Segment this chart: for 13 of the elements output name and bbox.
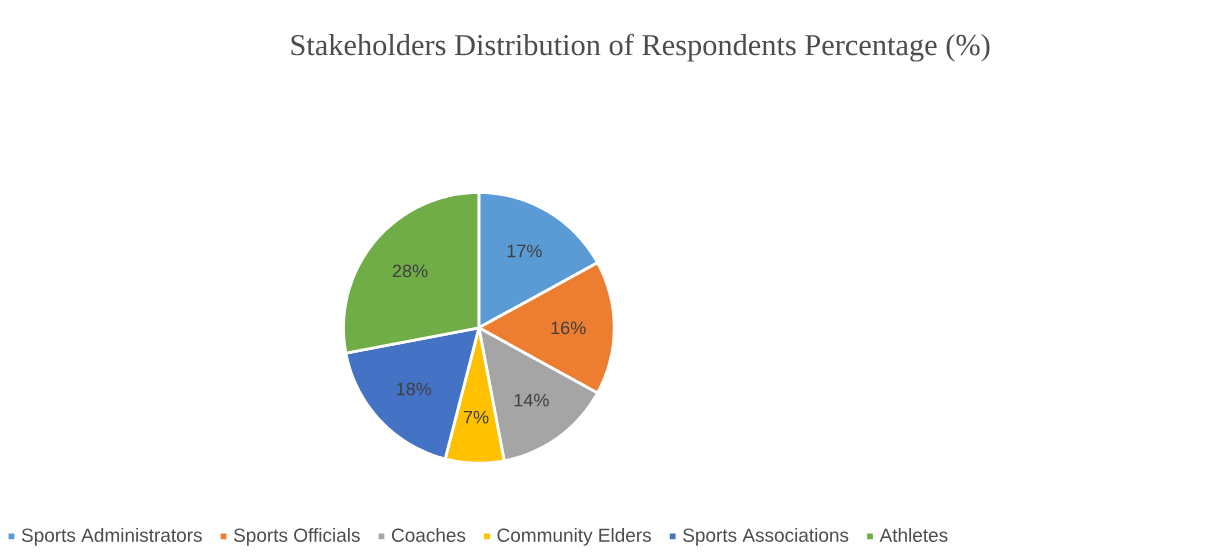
legend-label: Sports Associations <box>683 527 849 546</box>
data-label: 28% <box>392 264 428 278</box>
chart-title: Stakeholders Distribution of Respondents Percentage (%) <box>291 33 990 62</box>
data-label: 14% <box>514 393 549 407</box>
data-label: 18% <box>397 382 432 396</box>
legend-label: Sports Officials <box>233 527 360 546</box>
legend-label: Athletes <box>879 527 948 542</box>
data-label: 17% <box>507 244 542 258</box>
data-label: 7% <box>463 410 489 424</box>
data-label: 16% <box>551 321 586 335</box>
legend-label: Coaches <box>391 527 466 542</box>
legend-label: Community Elders <box>497 527 651 546</box>
legend-label: Sports Administrators <box>21 527 202 546</box>
